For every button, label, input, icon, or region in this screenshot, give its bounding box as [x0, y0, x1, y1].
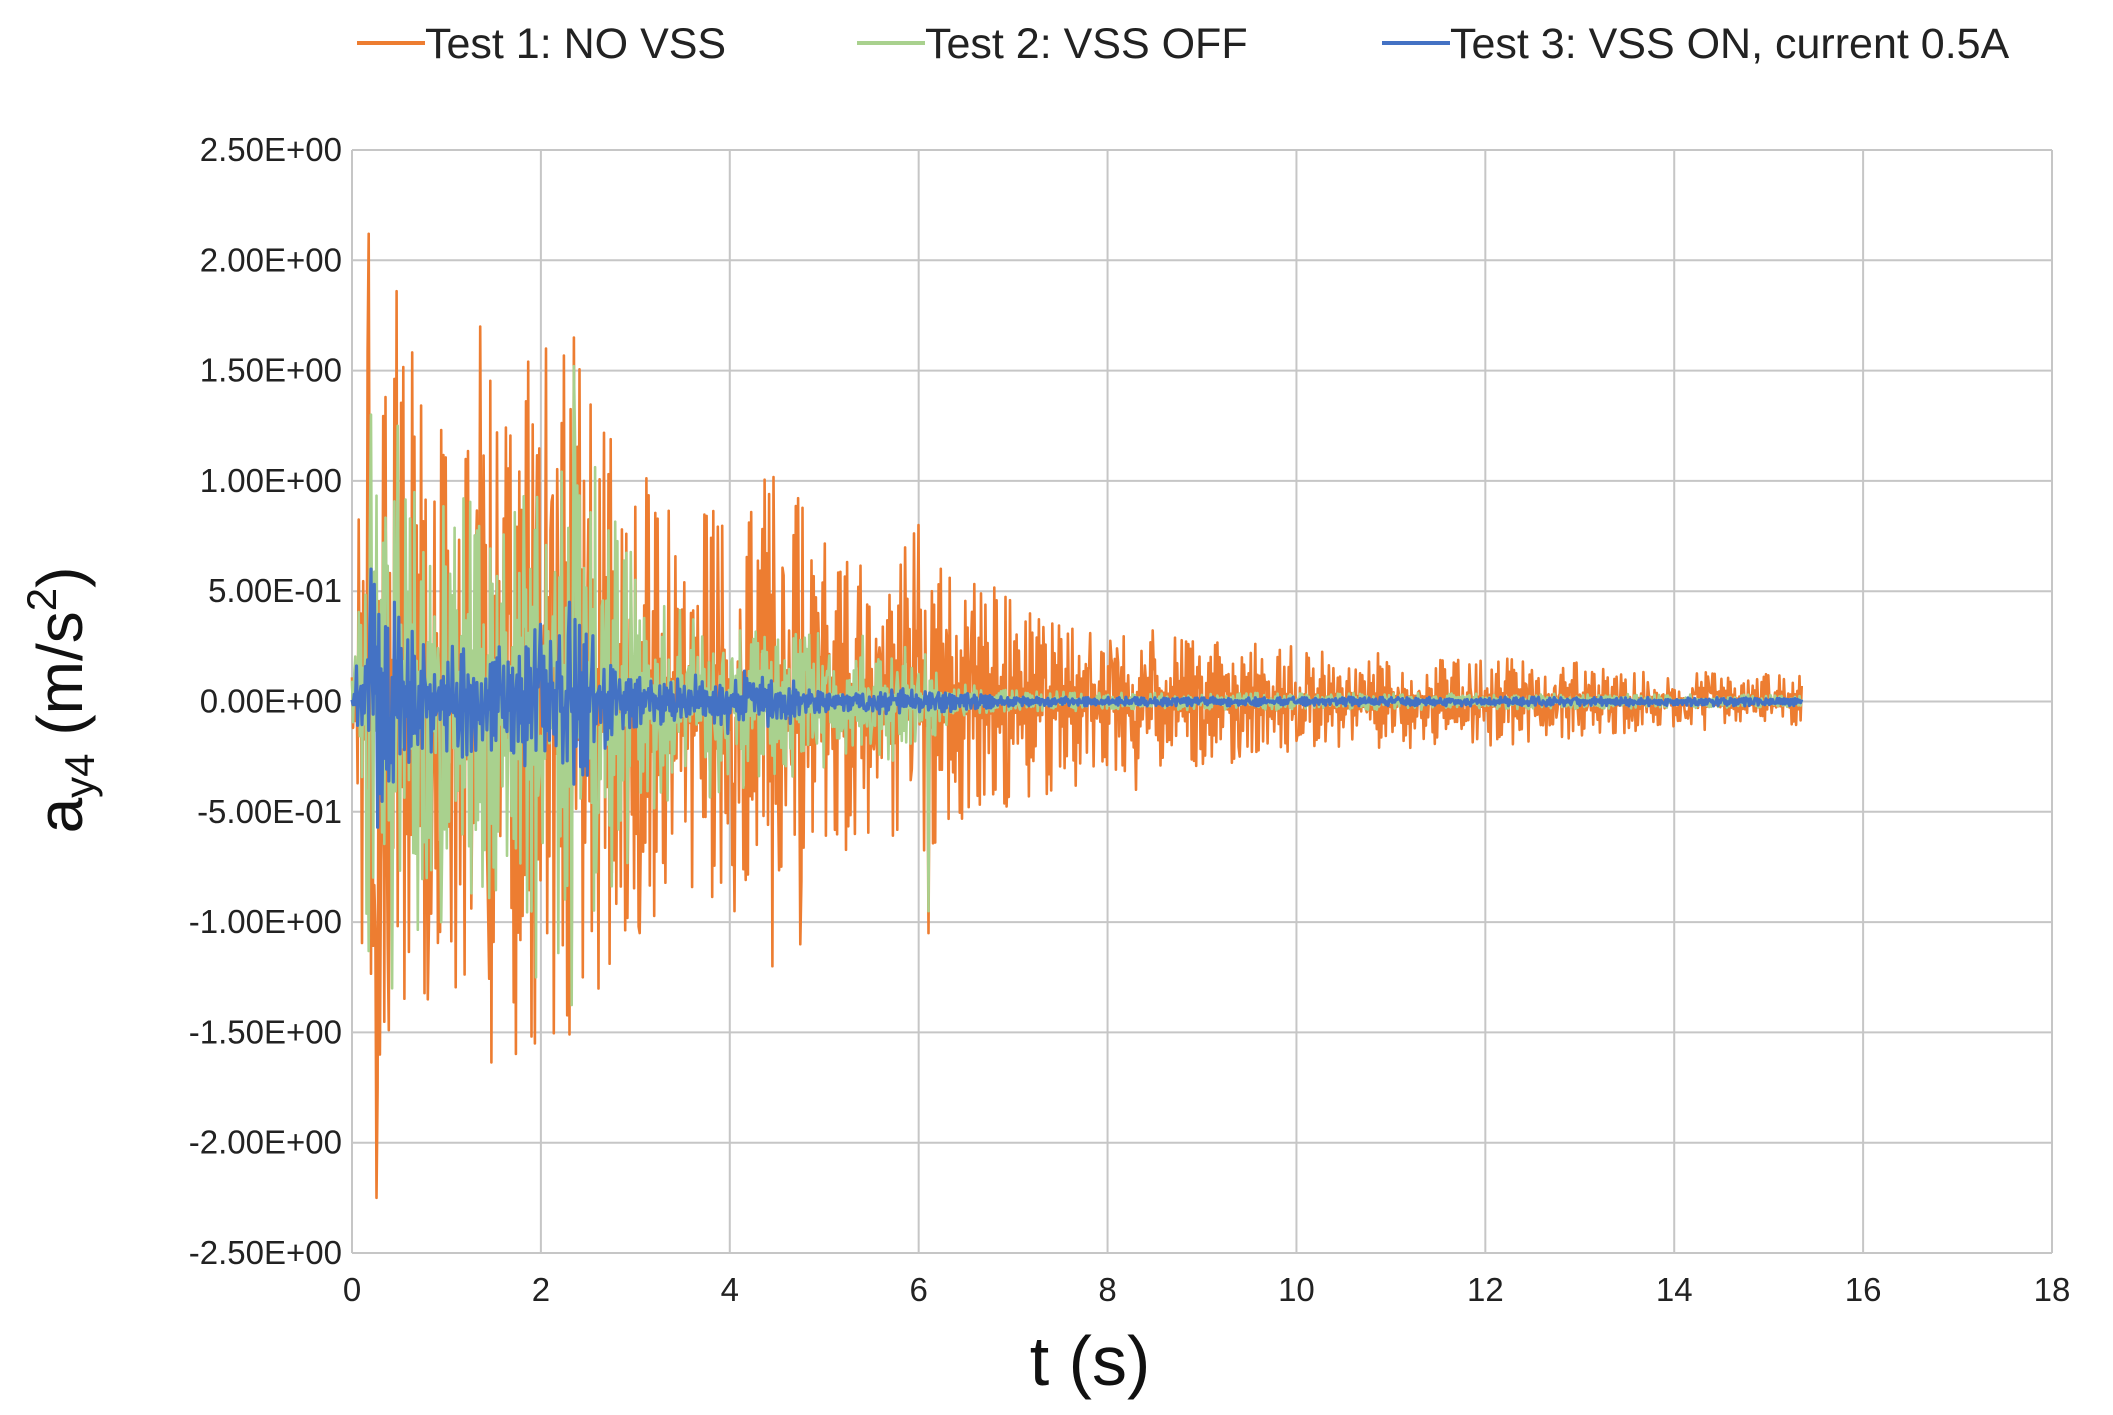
y-tick-label: 0.00E+00 — [200, 683, 342, 720]
y-tick-label: -5.00E-01 — [197, 793, 342, 830]
x-tick-label: 0 — [343, 1271, 361, 1308]
x-tick-label: 12 — [1467, 1271, 1504, 1308]
x-tick-label: 8 — [1098, 1271, 1116, 1308]
y-tick-label: 5.00E-01 — [208, 572, 342, 609]
x-axis-title: t (s) — [1030, 1322, 1151, 1400]
y-tick-label: -1.00E+00 — [189, 903, 342, 940]
x-tick-label: 10 — [1278, 1271, 1315, 1308]
legend-label: Test 3: VSS ON, current 0.5A — [1450, 20, 2010, 68]
legend-label: Test 2: VSS OFF — [925, 20, 1248, 68]
y-tick-label: -2.50E+00 — [189, 1234, 342, 1271]
x-tick-label: 14 — [1656, 1271, 1693, 1308]
y-axis-title: ay4 (m/s2) — [18, 567, 103, 834]
legend: Test 1: NO VSS Test 2: VSS OFF Test 3: VSS… — [357, 20, 2010, 68]
y-tick-label: 1.00E+00 — [200, 462, 342, 499]
series-line — [350, 567, 1804, 829]
y-tick-label: -1.50E+00 — [189, 1013, 342, 1050]
gridlines — [351, 149, 2053, 1254]
y-tick-label: 2.00E+00 — [200, 241, 342, 278]
x-tick-label: 16 — [1845, 1271, 1882, 1308]
y-axis-ticks: 2.50E+00 2.00E+00 1.50E+00 1.00E+00 5.00E-01… — [189, 131, 342, 1271]
y-tick-label: -2.00E+00 — [189, 1124, 342, 1161]
y-tick-label: 1.50E+00 — [200, 352, 342, 389]
y-tick-label: 2.50E+00 — [200, 131, 342, 168]
x-tick-label: 4 — [721, 1271, 739, 1308]
x-axis-ticks: 0 2 4 6 8 10 12 14 16 18 — [343, 1271, 2071, 1308]
x-tick-label: 6 — [909, 1271, 927, 1308]
legend-label: Test 1: NO VSS — [425, 20, 726, 68]
x-tick-label: 2 — [532, 1271, 550, 1308]
plot-series — [350, 232, 1804, 1200]
x-tick-label: 18 — [2034, 1271, 2071, 1308]
